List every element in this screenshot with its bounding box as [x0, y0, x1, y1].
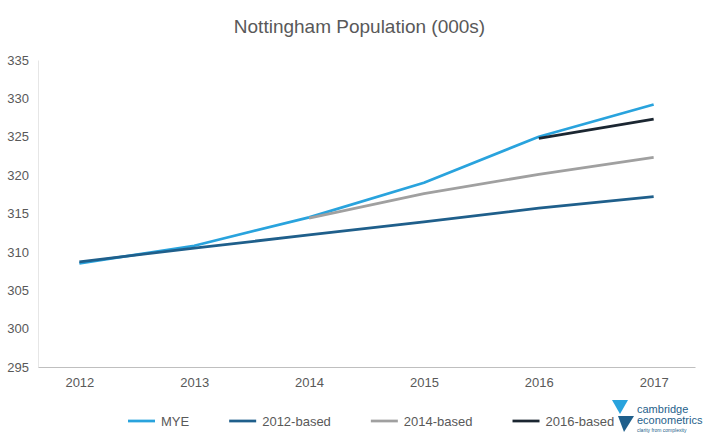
- logo-text: clarity from complexity: [637, 427, 687, 433]
- series-line: [539, 119, 654, 138]
- y-tick: 305: [7, 283, 38, 298]
- y-tick-label: 330: [7, 91, 29, 106]
- y-tick-label: 305: [7, 283, 29, 298]
- y-tick: 310: [7, 245, 38, 260]
- y-tick: 320: [7, 168, 38, 183]
- logo-icon: [612, 400, 628, 414]
- logo: cambridgeeconometricsclarity from comple…: [612, 400, 703, 433]
- x-tick: 2013: [180, 367, 209, 390]
- x-tick: 2012: [65, 367, 94, 390]
- y-tick: 325: [7, 129, 38, 144]
- legend-item: MYE: [128, 414, 190, 429]
- x-tick: 2017: [640, 367, 669, 390]
- y-tick: 315: [7, 206, 38, 221]
- legend-swatch: [513, 420, 540, 423]
- x-tick-label: 2013: [180, 375, 209, 390]
- y-tick-label: 310: [7, 245, 29, 260]
- legend-swatch: [229, 420, 256, 423]
- legend-swatch: [128, 420, 155, 423]
- background: [0, 0, 719, 444]
- y-tick-label: 300: [7, 321, 29, 336]
- title: Nottingham Population (000s): [234, 16, 485, 37]
- y-tick: 300: [7, 321, 38, 336]
- series-line: [79, 105, 653, 264]
- x-tick: 2014: [295, 367, 324, 390]
- y-tick-label: 335: [7, 53, 29, 68]
- series-line: [309, 157, 654, 218]
- y-tick: 335: [7, 53, 38, 68]
- y-tick-label: 295: [7, 360, 29, 375]
- legend-label: 2016-based: [546, 414, 615, 429]
- legend-swatch: [371, 420, 398, 423]
- legend-item: 2012-based: [229, 414, 331, 429]
- x-tick: 2015: [410, 367, 439, 390]
- x-tick: 2016: [525, 367, 554, 390]
- legend-label: 2014-based: [404, 414, 473, 429]
- x-axis: 2012 2013 2014 2015 2016 2017: [39, 367, 696, 390]
- legend-item: 2016-based: [513, 414, 615, 429]
- plot-area: [79, 105, 653, 264]
- y-axis-line: [38, 61, 39, 368]
- y-axis: 295 300 305 310 315 320 325 330 335: [7, 53, 38, 375]
- y-tick: 295: [7, 360, 38, 375]
- x-tick-label: 2012: [65, 375, 94, 390]
- x-tick-label: 2015: [410, 375, 439, 390]
- y-tick-label: 320: [7, 168, 29, 183]
- legend-item: 2014-based: [371, 414, 473, 429]
- x-tick-label: 2014: [295, 375, 324, 390]
- legend: MYE 2012-based 2014-based 2016-based: [128, 414, 614, 429]
- legend-label: MYE: [161, 414, 190, 429]
- logo-icon: [618, 416, 634, 432]
- x-tick-label: 2016: [525, 375, 554, 390]
- y-tick-label: 325: [7, 129, 29, 144]
- y-tick-label: 315: [7, 206, 29, 221]
- chart: Nottingham Population (000s) 295 300 305 310…: [0, 0, 719, 444]
- legend-label: 2012-based: [262, 414, 331, 429]
- y-tick: 330: [7, 91, 38, 106]
- x-axis-line: [39, 367, 696, 368]
- x-tick-label: 2017: [640, 375, 669, 390]
- logo-text: econometrics: [637, 414, 703, 426]
